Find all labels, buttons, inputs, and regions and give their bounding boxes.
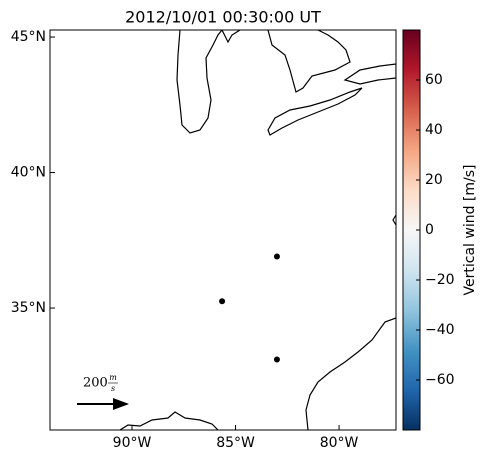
quiver-key-unit-den: s	[111, 384, 115, 393]
y-tick-label: 35°N	[11, 300, 46, 316]
colorbar-tick-label: −40	[425, 322, 455, 338]
x-tick-label: 80°W	[320, 435, 359, 451]
station-point	[273, 253, 280, 260]
station-point	[273, 356, 280, 363]
x-tick-label: 85°W	[216, 435, 255, 451]
quiver-key-value: 200	[83, 376, 108, 391]
title: 2012/10/01 00:30:00 UT	[125, 8, 321, 27]
x-tick-label: 90°W	[113, 435, 152, 451]
map-frame	[49, 29, 397, 431]
coastlines	[119, 30, 396, 430]
colorbar-tick-label: 60	[425, 72, 443, 88]
colorbar-tick-label: 40	[425, 122, 443, 138]
colorbar-label: Vertical wind [m/s]	[462, 165, 478, 296]
colorbar-tick-label: −60	[425, 372, 455, 388]
quiver-key-unit-num: m	[109, 373, 117, 382]
y-tick-label: 40°N	[11, 165, 46, 181]
colorbar-tick-label: 20	[425, 172, 443, 188]
colorbar-tick-label: −20	[425, 272, 455, 288]
colorbar-tick-label: 0	[425, 222, 434, 238]
y-tick-label: 45°N	[11, 29, 46, 45]
station-point	[219, 298, 226, 305]
